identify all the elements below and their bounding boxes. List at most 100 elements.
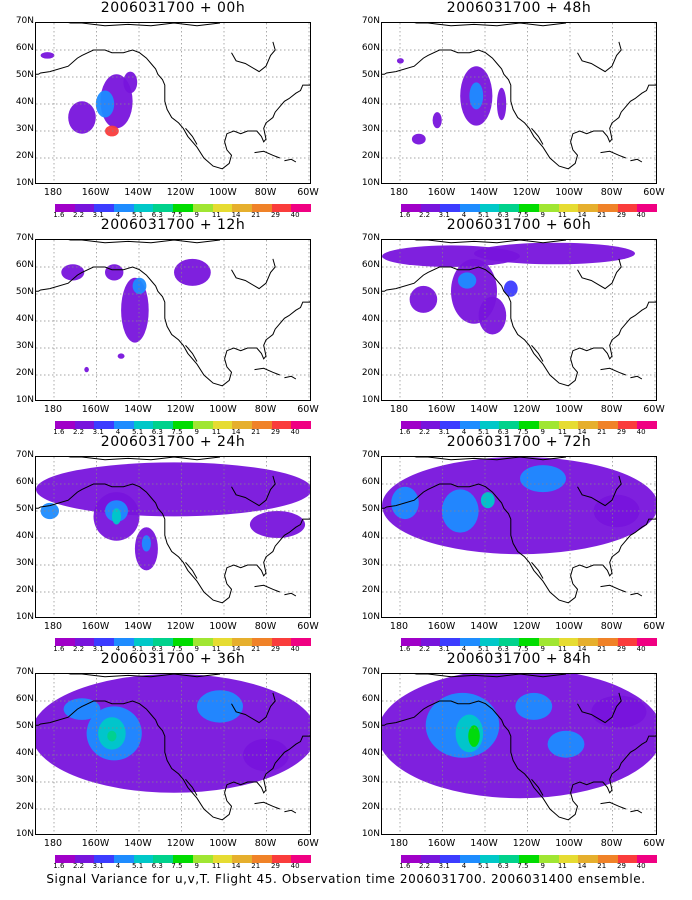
lat-tick-label: 60N — [15, 260, 34, 270]
lon-tick-label: 80W — [254, 838, 277, 849]
lat-tick-label: 70N — [361, 16, 380, 26]
lon-tick-label: 140W — [470, 404, 498, 415]
lat-tick-label: 10N — [361, 829, 380, 839]
colorbar-swatch — [460, 855, 480, 863]
variance-contour — [243, 738, 289, 772]
colorbar-tick-label: 14 — [231, 428, 241, 436]
colorbar-swatch — [74, 204, 95, 212]
lat-tick-label: 20N — [15, 151, 34, 161]
colorbar-swatch — [232, 855, 252, 863]
colorbar-tick-label: 3.1 — [92, 862, 104, 870]
colorbar-tick-label: 2.2 — [418, 211, 431, 219]
colorbar-tick-label: 40 — [636, 211, 646, 219]
colorbar-tick-label: 11 — [557, 862, 567, 870]
colorbar-swatch — [251, 855, 272, 863]
colorbar-swatch — [597, 421, 618, 429]
colorbar-tick-label: 14 — [577, 862, 587, 870]
variance-contour — [117, 353, 125, 359]
colorbar-swatch — [55, 855, 75, 863]
map-svg — [382, 23, 656, 183]
colorbar-ticks: 1.6 2.2 3.1 4 5.1 6.3 7.5 9 11 14 21 29 40 — [399, 211, 657, 221]
colorbar-swatch — [519, 421, 539, 429]
lon-tick-label: 100W — [555, 838, 583, 849]
colorbar-tick-label: 1.6 — [399, 645, 411, 653]
colorbar-tick-label: 4 — [115, 211, 121, 219]
lat-tick-label: 10N — [361, 395, 380, 405]
lat-tick-label: 20N — [15, 802, 34, 812]
colorbar — [401, 421, 657, 429]
lon-tick-label: 80W — [254, 404, 277, 415]
lat-tick-label: 30N — [361, 341, 380, 351]
lon-tick-label: 160W — [81, 621, 110, 632]
colorbar-swatch — [420, 855, 441, 863]
lat-tick-label: 70N — [361, 450, 380, 460]
colorbar-tick-label: 9 — [540, 211, 545, 219]
colorbar-tick-label: 5.1 — [132, 862, 144, 870]
colorbar-tick-label: 4 — [461, 211, 467, 219]
variance-contour — [40, 52, 55, 59]
map-panel: 2006031700 + 36h 70N 60N 50N 40N 30N 20N 10N 180… — [0, 651, 346, 870]
colorbar-swatch — [519, 638, 539, 646]
map-panel: 2006031700 + 24h 70N 60N 50N 40N 30N 20N 10N 180… — [0, 434, 346, 653]
colorbar-tick-label: 7.5 — [517, 862, 529, 870]
colorbar-swatch — [232, 204, 252, 212]
colorbar-swatch — [637, 638, 657, 646]
map-panel: 2006031700 + 12h 70N 60N 50N 40N 30N 20N 10N 180… — [0, 217, 346, 436]
colorbar-tick-label: 4 — [115, 428, 121, 436]
colorbar-tick-label: 2.2 — [72, 211, 85, 219]
map-panel: 2006031700 + 60h 70N 60N 50N 40N 30N 20N 10N 180… — [346, 217, 692, 436]
panel-title: 2006031700 + 48h — [446, 0, 592, 16]
colorbar-swatch — [519, 855, 539, 863]
colorbar-tick-label: 21 — [251, 211, 261, 219]
lon-tick-label: 140W — [470, 621, 498, 632]
colorbar-swatch — [55, 421, 75, 429]
colorbar-tick-label: 4 — [461, 428, 467, 436]
colorbar-tick-label: 9 — [540, 645, 545, 653]
colorbar-swatch — [499, 855, 520, 863]
variance-contour — [469, 82, 484, 110]
colorbar-swatch — [271, 638, 292, 646]
colorbar-tick-label: 7.5 — [171, 211, 183, 219]
colorbar-tick-label: 5.1 — [478, 211, 490, 219]
variance-contour — [547, 730, 585, 758]
colorbar-tick-label: 14 — [231, 645, 241, 653]
variance-contour — [36, 462, 310, 517]
lon-tick-label: 100W — [555, 621, 583, 632]
lon-tick-label: 160W — [81, 187, 110, 198]
lon-tick-label: 60W — [297, 621, 319, 632]
colorbar-tick-label: 5.1 — [478, 862, 490, 870]
lon-tick-label: 160W — [427, 404, 456, 415]
colorbar-swatch — [74, 638, 95, 646]
colorbar-swatch — [114, 855, 134, 863]
colorbar-swatch — [153, 855, 174, 863]
lat-tick-label: 40N — [15, 748, 34, 758]
variance-contour — [411, 133, 426, 145]
colorbar-tick-label: 29 — [616, 862, 626, 870]
variance-contour — [396, 58, 404, 64]
lon-tick-label: 100W — [209, 404, 237, 415]
colorbar-tick-label: 29 — [616, 428, 626, 436]
map-panel: 2006031700 + 00h 70N 60N 50N 40N 30N 20N 10N 180… — [0, 0, 346, 219]
colorbar-tick-label: 7.5 — [517, 211, 529, 219]
colorbar-swatch — [291, 638, 311, 646]
colorbar-swatch — [232, 638, 252, 646]
colorbar-tick-label: 1.6 — [399, 428, 411, 436]
colorbar-tick-label: 6.3 — [497, 862, 509, 870]
colorbar-swatch — [440, 204, 461, 212]
variance-contour — [432, 112, 442, 129]
colorbar-tick-label: 2.2 — [72, 645, 85, 653]
colorbar-swatch — [578, 421, 598, 429]
panel-title: 2006031700 + 00h — [100, 0, 246, 16]
colorbar-swatch — [460, 638, 480, 646]
colorbar-swatch — [479, 204, 500, 212]
lat-tick-label: 30N — [361, 558, 380, 568]
lon-tick-label: 120W — [512, 838, 541, 849]
map-svg — [382, 674, 656, 834]
colorbar-tick-label: 5.1 — [132, 645, 144, 653]
panel-title: 2006031700 + 72h — [446, 434, 592, 450]
figure-caption: Signal Variance for u,v,T. Flight 45. Ob… — [46, 872, 646, 886]
colorbar-swatch — [460, 421, 480, 429]
variance-contour — [174, 258, 211, 286]
colorbar-tick-label: 3.1 — [92, 211, 104, 219]
lat-tick-label: 40N — [15, 314, 34, 324]
